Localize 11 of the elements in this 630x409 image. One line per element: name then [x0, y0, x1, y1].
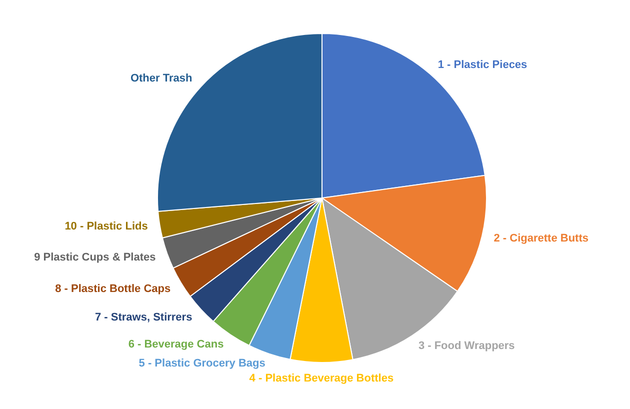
- slice-label: 10 - Plastic Lids: [64, 220, 148, 233]
- slice-label: 6 - Beverage Cans: [128, 338, 224, 351]
- slice-label: 4 - Plastic Beverage Bottles: [249, 372, 394, 385]
- slice-label: 8 - Plastic Bottle Caps: [55, 282, 171, 295]
- slice-label: 5 - Plastic Grocery Bags: [138, 358, 266, 370]
- slice-label: 1 - Plastic Pieces: [438, 58, 528, 71]
- slice-label: 3 - Food Wrappers: [418, 340, 515, 352]
- slice-label: Other Trash: [130, 72, 192, 84]
- slice-label: 9 Plastic Cups & Plates: [34, 251, 156, 264]
- slice-label: 2 - Cigarette Butts: [494, 232, 588, 245]
- slice-label: 7 - Straws, Stirrers: [94, 312, 192, 324]
